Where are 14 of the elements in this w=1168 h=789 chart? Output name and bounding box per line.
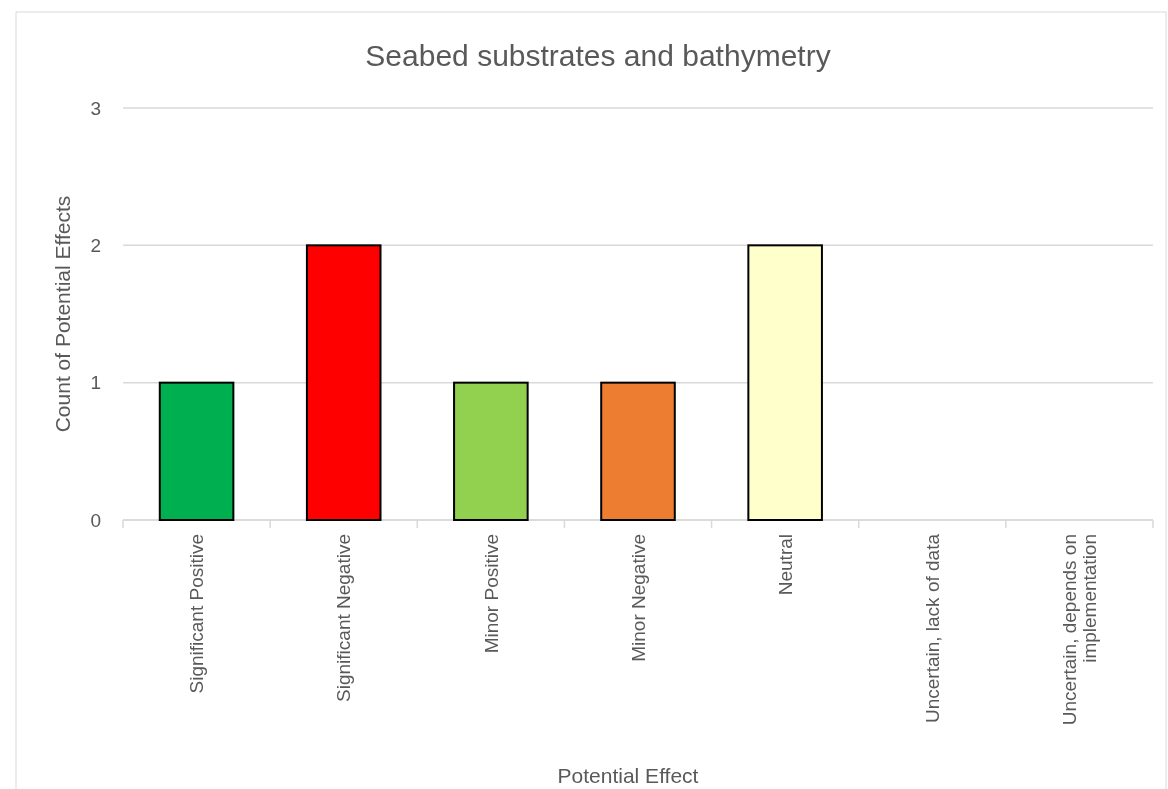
- x-tick-label: Significant Positive: [186, 534, 208, 694]
- y-tick-label: 2: [90, 234, 101, 256]
- x-tick-label: Uncertain, lack of data: [921, 533, 943, 724]
- y-tick-label: 1: [90, 372, 101, 394]
- x-tick-label: Minor Positive: [480, 534, 502, 654]
- y-tick-label: 0: [90, 509, 101, 531]
- y-axis-title: Count of Potential Effects: [51, 195, 74, 433]
- y-tick-label: 3: [90, 97, 101, 119]
- x-tick-label: Minor Negative: [627, 534, 649, 662]
- x-tick-label: Significant Negative: [333, 534, 355, 702]
- x-tick-label: Neutral: [774, 534, 796, 596]
- x-axis-title: Potential Effect: [557, 764, 699, 787]
- x-tick-label: Uncertain, depends on implementation: [1059, 534, 1101, 726]
- chart-title: Seabed substrates and bathymetry: [365, 39, 831, 72]
